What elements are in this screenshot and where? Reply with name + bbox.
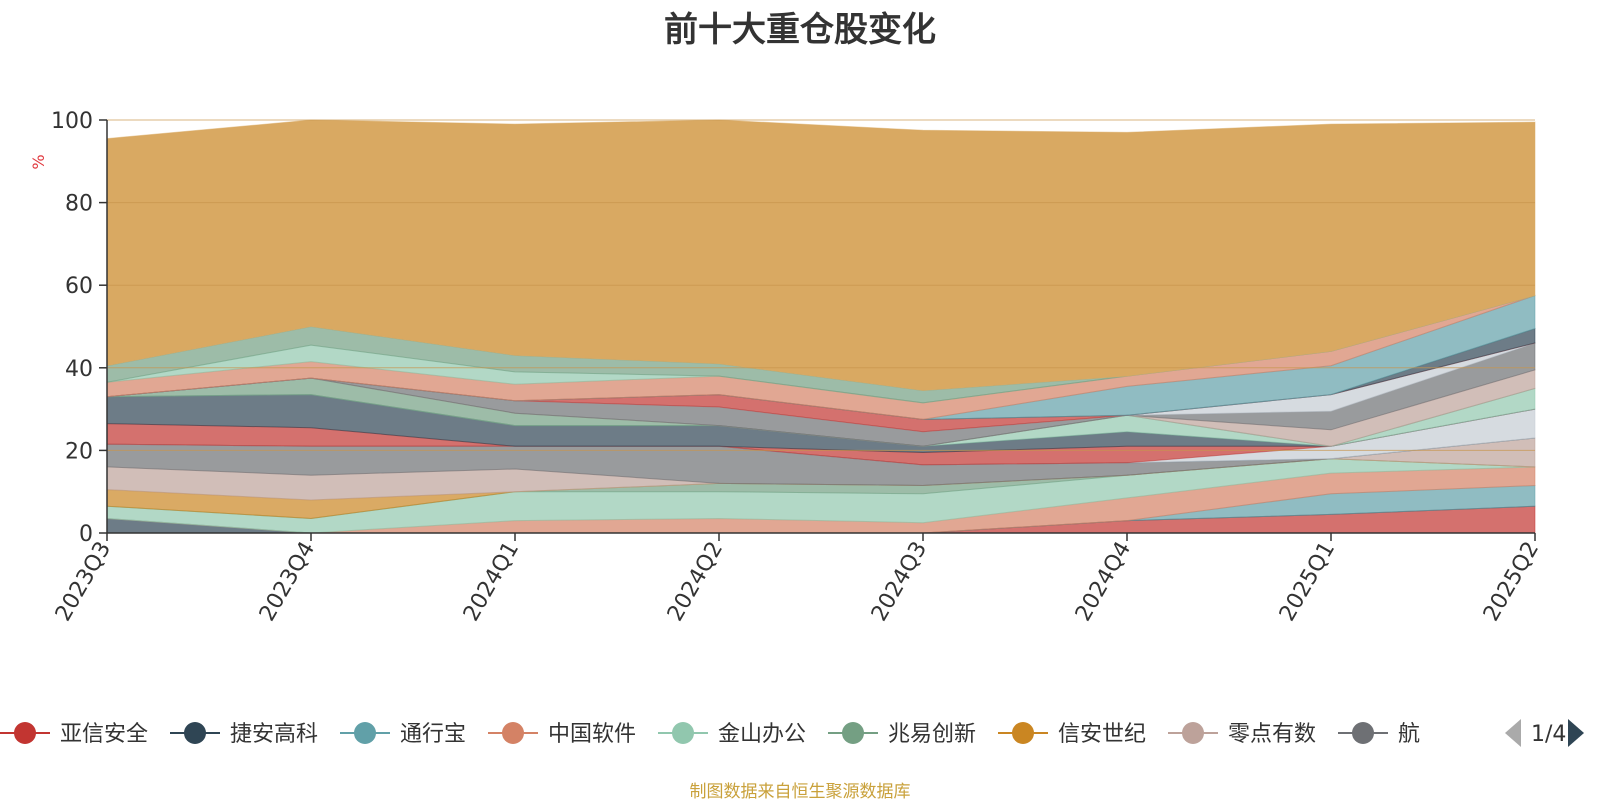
legend-label: 航 [1398, 722, 1420, 747]
legend-circle-icon [1352, 722, 1374, 744]
legend-label: 零点有数 [1228, 722, 1316, 747]
legend-label: 金山办公 [718, 722, 806, 747]
x-axis-ticks: 2023Q3 2023Q4 2024Q1 2024Q2 2024Q3 2024Q4 2025… [51, 533, 1544, 626]
y-tick-label-1: 20 [65, 439, 93, 464]
legend-label: 亚信安全 [60, 722, 148, 747]
grid-lines [107, 119, 1535, 451]
plot-areas [106, 119, 1536, 534]
x-tick-label-4: 2024Q3 [867, 538, 932, 626]
footer-source-note: 制图数据来自恒生聚源数据库 [689, 782, 911, 802]
x-tick-label-1: 2023Q4 [255, 538, 320, 626]
y-axis-label: % [29, 154, 48, 169]
legend-label: 通行宝 [400, 722, 466, 747]
y-tick-label-4: 80 [65, 192, 93, 217]
legend-item-2[interactable]: 通行宝 [340, 722, 466, 747]
legend-label: 捷安高科 [230, 722, 318, 747]
legend-label: 信安世纪 [1058, 722, 1146, 747]
legend-circle-icon [1182, 722, 1204, 744]
y-tick-label-0: 0 [79, 522, 93, 547]
x-tick-label-2: 2024Q1 [459, 538, 524, 626]
x-tick-label-7: 2025Q2 [1479, 538, 1544, 626]
legend-label: 中国软件 [548, 722, 636, 747]
legend-circle-icon [184, 722, 206, 744]
x-tick-label-3: 2024Q2 [663, 538, 728, 626]
y-tick-label-5: 100 [51, 109, 93, 134]
legend-item-5[interactable]: 兆易创新 [828, 722, 976, 747]
x-tick-label-0: 2023Q3 [51, 538, 116, 626]
legend-pager: 1/4 [1505, 719, 1584, 747]
x-tick-label-6: 2025Q1 [1275, 538, 1340, 626]
legend-item-8[interactable]: 航 [1338, 722, 1420, 747]
legend-circle-icon [1012, 722, 1034, 744]
legend-item-3[interactable]: 中国软件 [488, 722, 636, 747]
y-axis-ticks: 0 20 40 60 80 100 [51, 109, 107, 547]
pager-next-icon[interactable] [1568, 719, 1584, 747]
area-series-24 [106, 119, 1536, 392]
legend-item-4[interactable]: 金山办公 [658, 722, 806, 747]
legend-item-7[interactable]: 零点有数 [1168, 722, 1316, 747]
y-tick-label-2: 40 [65, 357, 93, 382]
pager-prev-icon[interactable] [1505, 719, 1521, 747]
legend-item-0[interactable]: 亚信安全 [0, 722, 148, 747]
x-tick-label-5: 2024Q4 [1071, 538, 1136, 626]
legend-circle-icon [354, 722, 376, 744]
chart-title: 前十大重仓股变化 [664, 10, 936, 50]
y-tick-label-3: 60 [65, 274, 93, 299]
legend-circle-icon [502, 722, 524, 744]
legend-circle-icon [672, 722, 694, 744]
legend: 亚信安全 捷安高科 通行宝 中国软件 金山办公 兆易创新 信安世纪 零点有数 航 [0, 722, 1420, 747]
legend-circle-icon [14, 722, 36, 744]
legend-circle-icon [842, 722, 864, 744]
pager-page-indicator: 1/4 [1531, 722, 1566, 747]
legend-label: 兆易创新 [888, 722, 976, 747]
axes [106, 120, 1535, 534]
legend-item-6[interactable]: 信安世纪 [998, 722, 1146, 747]
legend-item-1[interactable]: 捷安高科 [170, 722, 318, 747]
